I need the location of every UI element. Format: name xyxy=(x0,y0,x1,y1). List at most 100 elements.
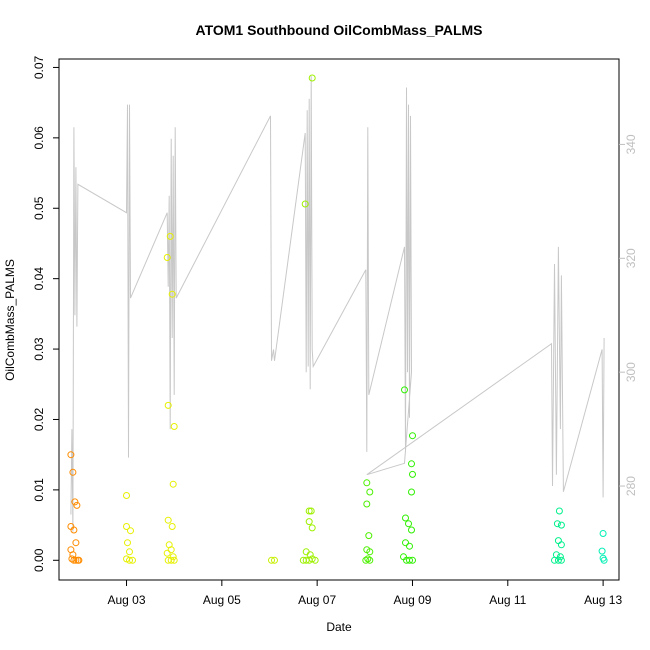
y-tick-label: 0.04 xyxy=(32,267,46,291)
scatter-point xyxy=(363,479,371,487)
scatter-point xyxy=(553,520,561,528)
scatter-point xyxy=(67,451,75,459)
scatter-point xyxy=(308,524,316,532)
scatter-point xyxy=(123,523,130,530)
scatter-point xyxy=(366,556,374,564)
scatter-point xyxy=(129,556,136,564)
scatter-point xyxy=(402,539,409,547)
scatter-point xyxy=(557,521,565,529)
scatter-point xyxy=(126,556,133,564)
y-tick-label: 0.06 xyxy=(32,126,46,150)
x-tick-label: Aug 03 xyxy=(107,593,145,607)
scatter-point xyxy=(170,556,178,564)
scatter-point xyxy=(69,468,77,476)
scatter-point xyxy=(301,200,309,208)
scatter-point xyxy=(169,480,177,488)
scatter-point xyxy=(75,556,83,564)
scatter-point xyxy=(401,386,408,394)
scatter-point xyxy=(268,556,275,564)
scatter-point xyxy=(70,556,78,564)
scatter-point xyxy=(164,401,172,409)
y2-tick-label: 320 xyxy=(624,248,638,268)
scatter-point xyxy=(408,488,415,496)
y-tick-label: 0.07 xyxy=(32,55,46,79)
scatter-point xyxy=(124,539,131,547)
x-axis-label: Date xyxy=(326,620,352,634)
scatter-point xyxy=(554,556,562,564)
scatter-point xyxy=(551,556,558,564)
scatter-point xyxy=(409,432,416,440)
y-axis: 0.00 0.01 0.02 0.03 0.04 0.05 0.06 0.07 xyxy=(32,55,59,572)
scatter-point xyxy=(169,553,177,561)
y-tick-label: 0.05 xyxy=(32,196,46,220)
scatter-point xyxy=(365,532,373,540)
scatter-point xyxy=(305,518,313,526)
scatter-point xyxy=(163,549,171,557)
scatter-point xyxy=(307,507,315,515)
scatter-point xyxy=(271,556,278,564)
scatter-point xyxy=(366,548,374,556)
scatter-point xyxy=(127,527,134,535)
scatter-point xyxy=(555,507,563,515)
scatter-point xyxy=(68,555,76,563)
y-tick-label: 0.01 xyxy=(32,478,46,502)
scatter-point xyxy=(166,232,174,240)
scatter-point xyxy=(402,514,409,522)
scatter-point xyxy=(163,254,171,261)
line-series xyxy=(70,76,605,532)
x-tick-label: Aug 09 xyxy=(393,593,431,607)
scatter-point xyxy=(126,548,133,556)
scatter-point xyxy=(599,530,607,537)
scatter-point xyxy=(557,556,565,564)
scatter-point xyxy=(406,556,413,564)
scatter-point xyxy=(408,526,415,534)
scatter-point xyxy=(556,553,564,561)
scatter-point xyxy=(408,460,415,468)
scatter-point xyxy=(409,556,416,564)
scatter-point xyxy=(600,556,608,564)
x-tick-label: Aug 11 xyxy=(489,593,526,607)
scatter-point xyxy=(366,488,374,496)
scatter-point xyxy=(167,556,175,564)
y-tick-label: 0.02 xyxy=(32,407,46,431)
scatter-point xyxy=(409,470,416,478)
line-series-layer xyxy=(70,76,605,532)
scatter-point xyxy=(168,523,176,530)
y2-tick-label: 340 xyxy=(624,134,638,154)
scatter-point xyxy=(123,492,130,499)
scatter-point xyxy=(308,74,316,82)
scatter-point xyxy=(170,423,178,430)
scatter-point xyxy=(554,537,562,545)
scatter-point xyxy=(73,501,81,509)
scatter-point xyxy=(71,498,79,506)
scatter-point xyxy=(168,290,176,298)
scatter-point xyxy=(164,516,172,524)
x-tick-label: Aug 05 xyxy=(203,593,241,607)
x-tick-label: Aug 07 xyxy=(298,593,336,607)
right-axis: 280 300 320 340 xyxy=(619,134,638,496)
y2-tick-label: 280 xyxy=(624,476,638,496)
scatter-point xyxy=(72,539,80,547)
scatter-point xyxy=(364,555,372,563)
scatter-point xyxy=(362,556,370,564)
scatter-point xyxy=(557,541,565,549)
scatter-point xyxy=(406,542,413,550)
x-axis: Aug 03 Aug 05 Aug 07 Aug 09 Aug 11 Aug 13 xyxy=(107,580,622,607)
scatter-point xyxy=(363,500,371,508)
scatter-point xyxy=(70,526,78,534)
y-tick-label: 0.00 xyxy=(32,548,46,572)
plot-frame xyxy=(58,58,620,581)
scatter-point xyxy=(598,547,606,555)
scatter-point xyxy=(72,556,80,564)
points-layer xyxy=(67,74,608,564)
y-axis-label: OilCombMass_PALMS xyxy=(3,259,17,381)
scatter-point xyxy=(167,546,175,554)
y-tick-label: 0.03 xyxy=(32,337,46,361)
scatter-point xyxy=(405,520,412,528)
chart-title: ATOM1 Southbound OilCombMass_PALMS xyxy=(196,22,483,38)
scatter-point xyxy=(305,507,313,515)
x-tick-label: Aug 13 xyxy=(584,593,622,607)
scatter-point xyxy=(311,556,319,564)
scatter-point xyxy=(69,551,77,559)
